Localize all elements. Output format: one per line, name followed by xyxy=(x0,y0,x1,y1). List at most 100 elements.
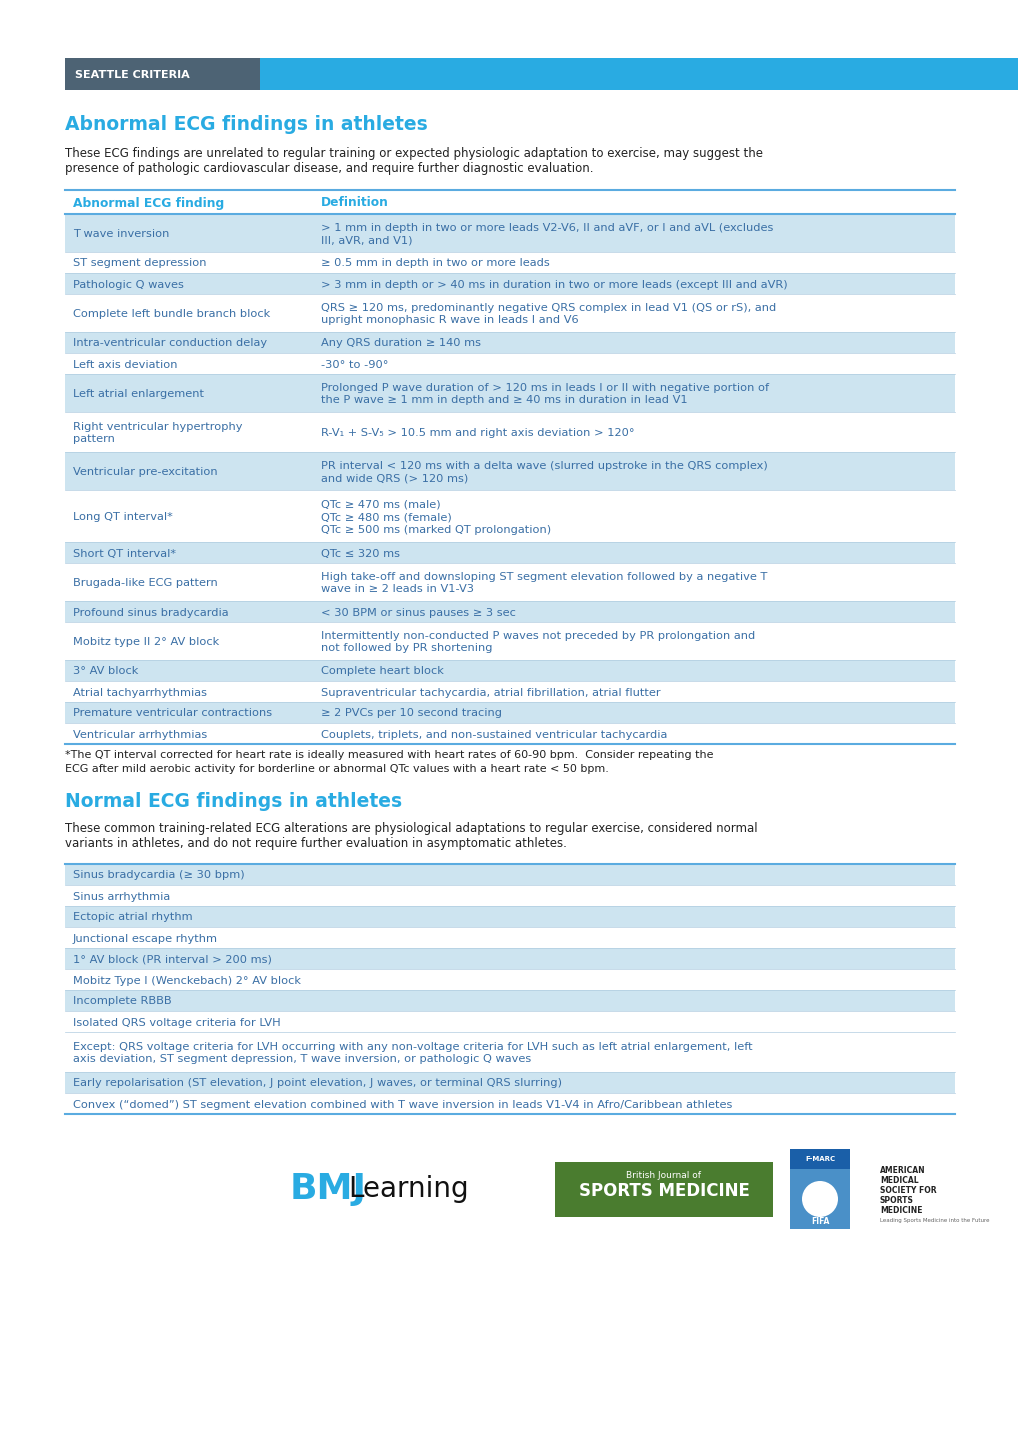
Bar xyxy=(65,412,954,451)
Bar xyxy=(65,927,954,947)
Bar xyxy=(65,1011,954,1032)
Bar xyxy=(65,58,260,89)
Text: Pathologic Q waves: Pathologic Q waves xyxy=(73,280,183,290)
Text: SOCIETY FOR: SOCIETY FOR xyxy=(879,1185,935,1195)
Text: Mobitz Type I (Wenckebach) 2° AV block: Mobitz Type I (Wenckebach) 2° AV block xyxy=(73,975,301,985)
Text: ≥ 0.5 mm in depth in two or more leads: ≥ 0.5 mm in depth in two or more leads xyxy=(321,258,549,268)
Text: These ECG findings are unrelated to regular training or expected physiologic ada: These ECG findings are unrelated to regu… xyxy=(65,147,762,160)
Bar xyxy=(65,190,954,213)
Bar xyxy=(260,58,1017,89)
Text: These common training-related ECG alterations are physiological adaptations to r: These common training-related ECG altera… xyxy=(65,822,757,835)
Text: Premature ventricular contractions: Premature ventricular contractions xyxy=(73,708,272,718)
Text: SEATTLE CRITERIA: SEATTLE CRITERIA xyxy=(75,71,190,79)
Text: SPORTS MEDICINE: SPORTS MEDICINE xyxy=(578,1182,749,1201)
Text: 1° AV block (PR interval > 200 ms): 1° AV block (PR interval > 200 ms) xyxy=(73,955,272,965)
Bar xyxy=(65,906,954,927)
Text: Convex (“domed”) ST segment elevation combined with T wave inversion in leads V1: Convex (“domed”) ST segment elevation co… xyxy=(73,1099,732,1109)
Text: Any QRS duration ≥ 140 ms: Any QRS duration ≥ 140 ms xyxy=(321,339,481,349)
Text: FIFA: FIFA xyxy=(810,1217,828,1226)
Bar xyxy=(65,885,954,906)
Text: Sinus arrhythmia: Sinus arrhythmia xyxy=(73,891,170,901)
Text: -30° to -90°: -30° to -90° xyxy=(321,359,388,369)
Text: QTc ≤ 320 ms: QTc ≤ 320 ms xyxy=(321,548,399,558)
Text: High take-off and downsloping ST segment elevation followed by a negative T
wave: High take-off and downsloping ST segment… xyxy=(321,571,766,594)
Bar xyxy=(65,681,954,702)
Bar xyxy=(65,252,954,273)
Text: Sinus bradycardia (≥ 30 bpm): Sinus bradycardia (≥ 30 bpm) xyxy=(73,871,245,881)
Bar xyxy=(65,332,954,353)
Text: Leading Sports Medicine into the Future: Leading Sports Medicine into the Future xyxy=(879,1218,988,1223)
Bar xyxy=(65,947,954,969)
Text: Early repolarisation (ST elevation, J point elevation, J waves, or terminal QRS : Early repolarisation (ST elevation, J po… xyxy=(73,1079,561,1089)
Text: Ventricular arrhythmias: Ventricular arrhythmias xyxy=(73,730,207,740)
Bar xyxy=(65,1032,954,1071)
Bar xyxy=(65,451,954,490)
Text: > 1 mm in depth in two or more leads V2-V6, II and aVF, or I and aVL (excludes
I: > 1 mm in depth in two or more leads V2-… xyxy=(321,222,772,245)
Text: MEDICINE: MEDICINE xyxy=(879,1206,921,1216)
Text: Right ventricular hypertrophy
pattern: Right ventricular hypertrophy pattern xyxy=(73,421,243,444)
Text: Normal ECG findings in athletes: Normal ECG findings in athletes xyxy=(65,792,401,810)
Text: Ventricular pre-excitation: Ventricular pre-excitation xyxy=(73,467,217,477)
Bar xyxy=(65,213,954,252)
Text: Left atrial enlargement: Left atrial enlargement xyxy=(73,389,204,399)
Text: F-MARC: F-MARC xyxy=(804,1156,835,1162)
Text: ≥ 2 PVCs per 10 second tracing: ≥ 2 PVCs per 10 second tracing xyxy=(321,708,501,718)
Text: ST segment depression: ST segment depression xyxy=(73,258,206,268)
Bar xyxy=(65,722,954,744)
Text: British Journal of: British Journal of xyxy=(626,1171,701,1180)
Text: QTc ≥ 470 ms (male)
QTc ≥ 480 ms (female)
QTc ≥ 500 ms (marked QT prolongation): QTc ≥ 470 ms (male) QTc ≥ 480 ms (female… xyxy=(321,499,550,535)
Bar xyxy=(65,660,954,681)
Text: BMJ: BMJ xyxy=(289,1172,367,1206)
Bar xyxy=(65,353,954,373)
Bar xyxy=(65,490,954,542)
Text: Definition: Definition xyxy=(321,196,388,209)
Bar xyxy=(554,1161,772,1217)
Bar xyxy=(790,1149,849,1229)
Text: < 30 BPM or sinus pauses ≥ 3 sec: < 30 BPM or sinus pauses ≥ 3 sec xyxy=(321,607,516,617)
Text: QRS ≥ 120 ms, predominantly negative QRS complex in lead V1 (QS or rS), and
upri: QRS ≥ 120 ms, predominantly negative QRS… xyxy=(321,303,775,326)
Text: Junctional escape rhythm: Junctional escape rhythm xyxy=(73,933,218,943)
Text: Abnormal ECG findings in athletes: Abnormal ECG findings in athletes xyxy=(65,115,427,134)
Text: SPORTS: SPORTS xyxy=(879,1195,913,1206)
Text: presence of pathologic cardiovascular disease, and require further diagnostic ev: presence of pathologic cardiovascular di… xyxy=(65,162,593,174)
Bar xyxy=(65,702,954,722)
Text: Intra-ventricular conduction delay: Intra-ventricular conduction delay xyxy=(73,339,267,349)
Bar xyxy=(65,1071,954,1093)
Text: Learning: Learning xyxy=(347,1175,468,1203)
Bar xyxy=(65,542,954,562)
Bar xyxy=(65,562,954,601)
Bar xyxy=(65,864,954,885)
Text: Incomplete RBBB: Incomplete RBBB xyxy=(73,996,171,1007)
Text: ECG after mild aerobic activity for borderline or abnormal QTc values with a hea: ECG after mild aerobic activity for bord… xyxy=(65,764,608,774)
Text: Except: QRS voltage criteria for LVH occurring with any non-voltage criteria for: Except: QRS voltage criteria for LVH occ… xyxy=(73,1041,752,1064)
Text: Complete left bundle branch block: Complete left bundle branch block xyxy=(73,309,270,319)
Bar xyxy=(790,1149,849,1169)
Text: Couplets, triplets, and non-sustained ventricular tachycardia: Couplets, triplets, and non-sustained ve… xyxy=(321,730,666,740)
Bar xyxy=(65,273,954,294)
Bar xyxy=(65,373,954,412)
Bar xyxy=(65,1093,954,1115)
Text: Profound sinus bradycardia: Profound sinus bradycardia xyxy=(73,607,228,617)
Text: MEDICAL: MEDICAL xyxy=(879,1177,918,1185)
Text: Complete heart block: Complete heart block xyxy=(321,666,443,676)
Text: Brugada-like ECG pattern: Brugada-like ECG pattern xyxy=(73,578,217,588)
Text: Supraventricular tachycardia, atrial fibrillation, atrial flutter: Supraventricular tachycardia, atrial fib… xyxy=(321,688,660,698)
Circle shape xyxy=(801,1181,838,1217)
Text: Intermittently non-conducted P waves not preceded by PR prolongation and
not fol: Intermittently non-conducted P waves not… xyxy=(321,630,754,653)
Text: R-V₁ + S-V₅ > 10.5 mm and right axis deviation > 120°: R-V₁ + S-V₅ > 10.5 mm and right axis dev… xyxy=(321,428,634,438)
Text: Atrial tachyarrhythmias: Atrial tachyarrhythmias xyxy=(73,688,207,698)
Bar xyxy=(65,601,954,622)
Text: *The QT interval corrected for heart rate is ideally measured with heart rates o: *The QT interval corrected for heart rat… xyxy=(65,750,713,760)
Text: Ectopic atrial rhythm: Ectopic atrial rhythm xyxy=(73,913,193,923)
Text: Long QT interval*: Long QT interval* xyxy=(73,512,172,522)
Text: PR interval < 120 ms with a delta wave (slurred upstroke in the QRS complex)
and: PR interval < 120 ms with a delta wave (… xyxy=(321,460,767,483)
Text: variants in athletes, and do not require further evaluation in asymptomatic athl: variants in athletes, and do not require… xyxy=(65,836,567,849)
Text: T wave inversion: T wave inversion xyxy=(73,229,169,239)
Bar xyxy=(65,294,954,332)
Text: Abnormal ECG finding: Abnormal ECG finding xyxy=(73,196,224,209)
Text: AMERICAN: AMERICAN xyxy=(879,1167,924,1175)
Text: Left axis deviation: Left axis deviation xyxy=(73,359,177,369)
Bar xyxy=(65,622,954,660)
Bar xyxy=(65,991,954,1011)
Text: Mobitz type II 2° AV block: Mobitz type II 2° AV block xyxy=(73,637,219,647)
